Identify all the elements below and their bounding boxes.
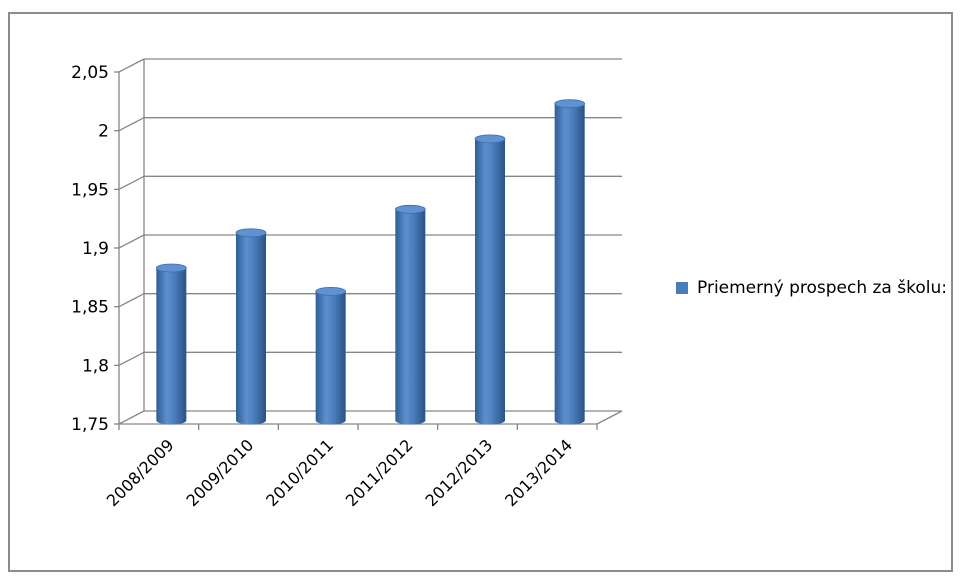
- bar-body: [475, 138, 505, 425]
- gridline-side: [118, 117, 145, 132]
- bar: [554, 99, 586, 425]
- gridline-side: [118, 293, 145, 308]
- x-tick-label: 2011/2012: [342, 435, 417, 510]
- bar-top: [235, 228, 267, 238]
- y-tick-label: 1,75: [71, 415, 109, 435]
- bar-body: [236, 232, 266, 425]
- bar: [235, 228, 267, 425]
- bar-top: [474, 134, 506, 144]
- legend-label: Priemerný prospech za školu:: [697, 278, 947, 298]
- bar: [155, 263, 187, 425]
- bar-body: [554, 103, 585, 425]
- y-tick-label: 2: [98, 122, 109, 142]
- bar: [474, 134, 506, 425]
- gridline-side: [118, 58, 145, 73]
- gridline-side: [118, 175, 145, 190]
- bar-body: [315, 291, 346, 425]
- y-tick-label: 1,9: [82, 239, 109, 259]
- gridline-side: [118, 234, 145, 249]
- bar-body: [395, 209, 426, 425]
- x-tick-label: 2013/2014: [501, 435, 576, 510]
- y-tick-label: 1,85: [71, 298, 109, 318]
- bar-top: [394, 204, 426, 214]
- gridline-side: [118, 351, 145, 366]
- bar: [315, 287, 347, 425]
- y-tick-label: 1,8: [82, 356, 109, 376]
- x-tick-label: 2010/2011: [262, 435, 337, 510]
- bar-top: [554, 99, 586, 109]
- x-tick-label: 2012/2013: [421, 435, 496, 510]
- x-tick-label: 2009/2010: [182, 435, 257, 510]
- y-tick-label: 1,95: [71, 180, 109, 200]
- gridline-side: [118, 410, 145, 425]
- bar: [394, 204, 426, 425]
- y-tick-label: 2,05: [71, 63, 109, 83]
- floor-edge: [596, 410, 623, 425]
- bar-top: [315, 287, 347, 296]
- bar-body: [156, 267, 187, 425]
- bar-top: [155, 263, 187, 273]
- x-tick-label: 2008/2009: [103, 435, 178, 510]
- legend-swatch: [676, 282, 688, 294]
